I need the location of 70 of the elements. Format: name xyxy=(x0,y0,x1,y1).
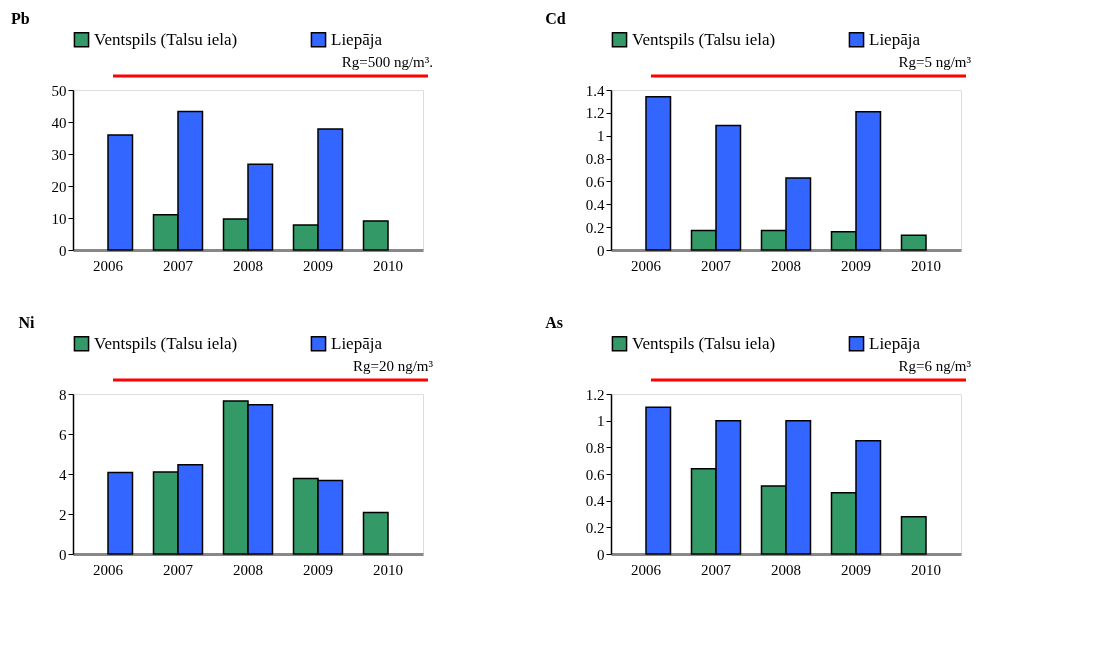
legend-label: Liepāja xyxy=(869,29,921,49)
text: Rg=5 ng/m³ xyxy=(898,54,972,70)
bar xyxy=(362,511,389,555)
x-tick-label: 2006 xyxy=(631,561,662,578)
y-tick-label: 0.8 xyxy=(585,439,605,456)
y-tick-label: 30 xyxy=(51,146,67,163)
x-tick-label: 2010 xyxy=(911,257,941,274)
legend-label: Liepāja xyxy=(869,333,921,353)
text: Rg=20 ng/m³ xyxy=(352,358,434,374)
x-tick-label: 2008 xyxy=(233,257,263,274)
chart-title: Cd xyxy=(545,10,566,27)
x-tick-label: 2009 xyxy=(303,257,333,274)
bar xyxy=(900,515,927,555)
legend-label: Liepāja xyxy=(331,29,383,49)
x-tick-label: 2008 xyxy=(771,257,801,274)
x-tick-label: 2010 xyxy=(373,561,403,578)
bar xyxy=(107,471,134,555)
y-tick-label: 0.4 xyxy=(585,196,605,213)
y-tick-label: 1 xyxy=(597,413,605,430)
legend-label: Ventspils (Talsu iela) xyxy=(94,29,238,49)
y-tick-label: 0 xyxy=(59,242,67,259)
bar xyxy=(107,134,134,251)
y-tick-label: 0.2 xyxy=(585,519,605,536)
text: Rg=6 ng/m³ xyxy=(898,358,972,374)
x-tick-label: 2009 xyxy=(841,257,871,274)
x-tick-label: 2008 xyxy=(771,561,801,578)
chart-title: Ni xyxy=(18,314,36,331)
y-tick-label: 0.2 xyxy=(585,219,605,236)
y-tick-label: 6 xyxy=(59,426,67,443)
legend-label: Ventspils (Talsu iela) xyxy=(94,333,238,353)
y-tick-label: 40 xyxy=(51,114,67,131)
bar xyxy=(362,220,389,251)
text: Rg=500 ng/m³. xyxy=(341,54,433,70)
x-tick-label: 2009 xyxy=(841,561,871,578)
x-tick-label: 2010 xyxy=(373,257,403,274)
x-tick-label: 2006 xyxy=(93,561,124,578)
y-tick-label: 0.6 xyxy=(585,466,605,483)
x-tick-label: 2007 xyxy=(701,561,732,578)
y-tick-label: 10 xyxy=(51,210,67,227)
y-tick-label: 0 xyxy=(597,242,605,259)
y-tick-label: 0 xyxy=(59,546,67,563)
y-tick-label: 1.2 xyxy=(585,105,605,122)
legend-label: Ventspils (Talsu iela) xyxy=(632,333,776,353)
y-tick-label: 1 xyxy=(597,128,605,145)
y-tick-label: 1.4 xyxy=(585,82,605,99)
y-tick-label: 0 xyxy=(597,546,605,563)
legend-label: Liepāja xyxy=(331,333,383,353)
y-tick-label: 2 xyxy=(59,506,67,523)
y-tick-label: 0.8 xyxy=(585,151,605,168)
y-tick-label: 0.4 xyxy=(585,493,605,510)
y-tick-label: 1.2 xyxy=(585,386,605,403)
legend-label: Ventspils (Talsu iela) xyxy=(632,29,776,49)
y-tick-label: 8 xyxy=(59,386,67,403)
y-tick-label: 4 xyxy=(59,466,67,483)
y-tick-label: 50 xyxy=(51,82,67,99)
x-tick-label: 2006 xyxy=(93,257,124,274)
x-tick-label: 2009 xyxy=(303,561,333,578)
chart-title: As xyxy=(545,314,564,331)
x-tick-label: 2010 xyxy=(911,561,941,578)
x-tick-label: 2007 xyxy=(701,257,732,274)
bar xyxy=(900,234,927,251)
y-tick-label: 20 xyxy=(51,178,67,195)
y-tick-label: 0.6 xyxy=(585,173,605,190)
bar xyxy=(645,406,672,555)
chart-title: Pb xyxy=(11,10,30,27)
x-tick-label: 2006 xyxy=(631,257,662,274)
x-tick-label: 2007 xyxy=(163,257,194,274)
bar xyxy=(645,96,672,251)
x-tick-label: 2008 xyxy=(233,561,263,578)
x-tick-label: 2007 xyxy=(163,561,194,578)
